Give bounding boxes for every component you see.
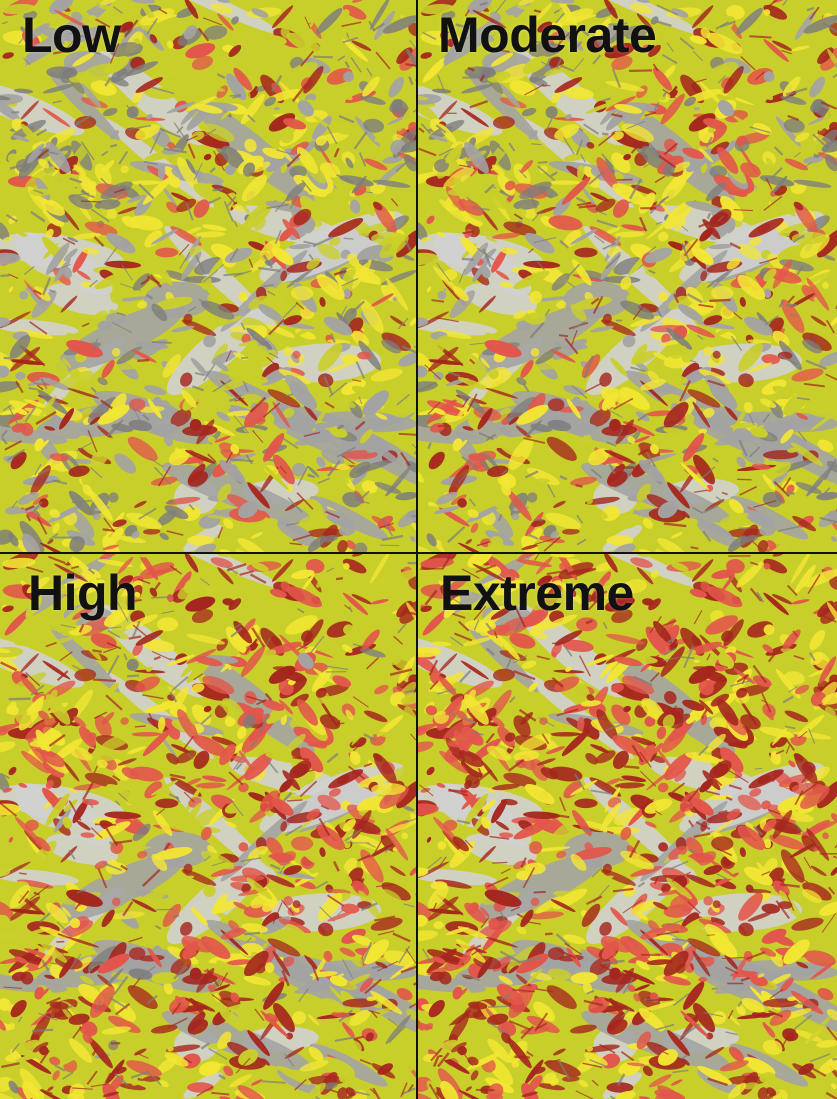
- map-panel-moderate: Moderate: [418, 0, 837, 554]
- map-panel-extreme: Extreme: [418, 554, 837, 1099]
- panel-label-extreme: Extreme: [440, 565, 634, 621]
- terrain-map-low: [0, 0, 416, 552]
- map-panel-high: High: [0, 554, 418, 1099]
- map-panel-low: Low: [0, 0, 418, 554]
- terrain-map-moderate: [418, 0, 837, 552]
- terrain-map-high: [0, 554, 416, 1099]
- panel-label-low: Low: [22, 7, 121, 63]
- panel-label-moderate: Moderate: [438, 7, 657, 63]
- terrain-map-extreme: [418, 554, 837, 1099]
- panel-label-high: High: [28, 565, 138, 621]
